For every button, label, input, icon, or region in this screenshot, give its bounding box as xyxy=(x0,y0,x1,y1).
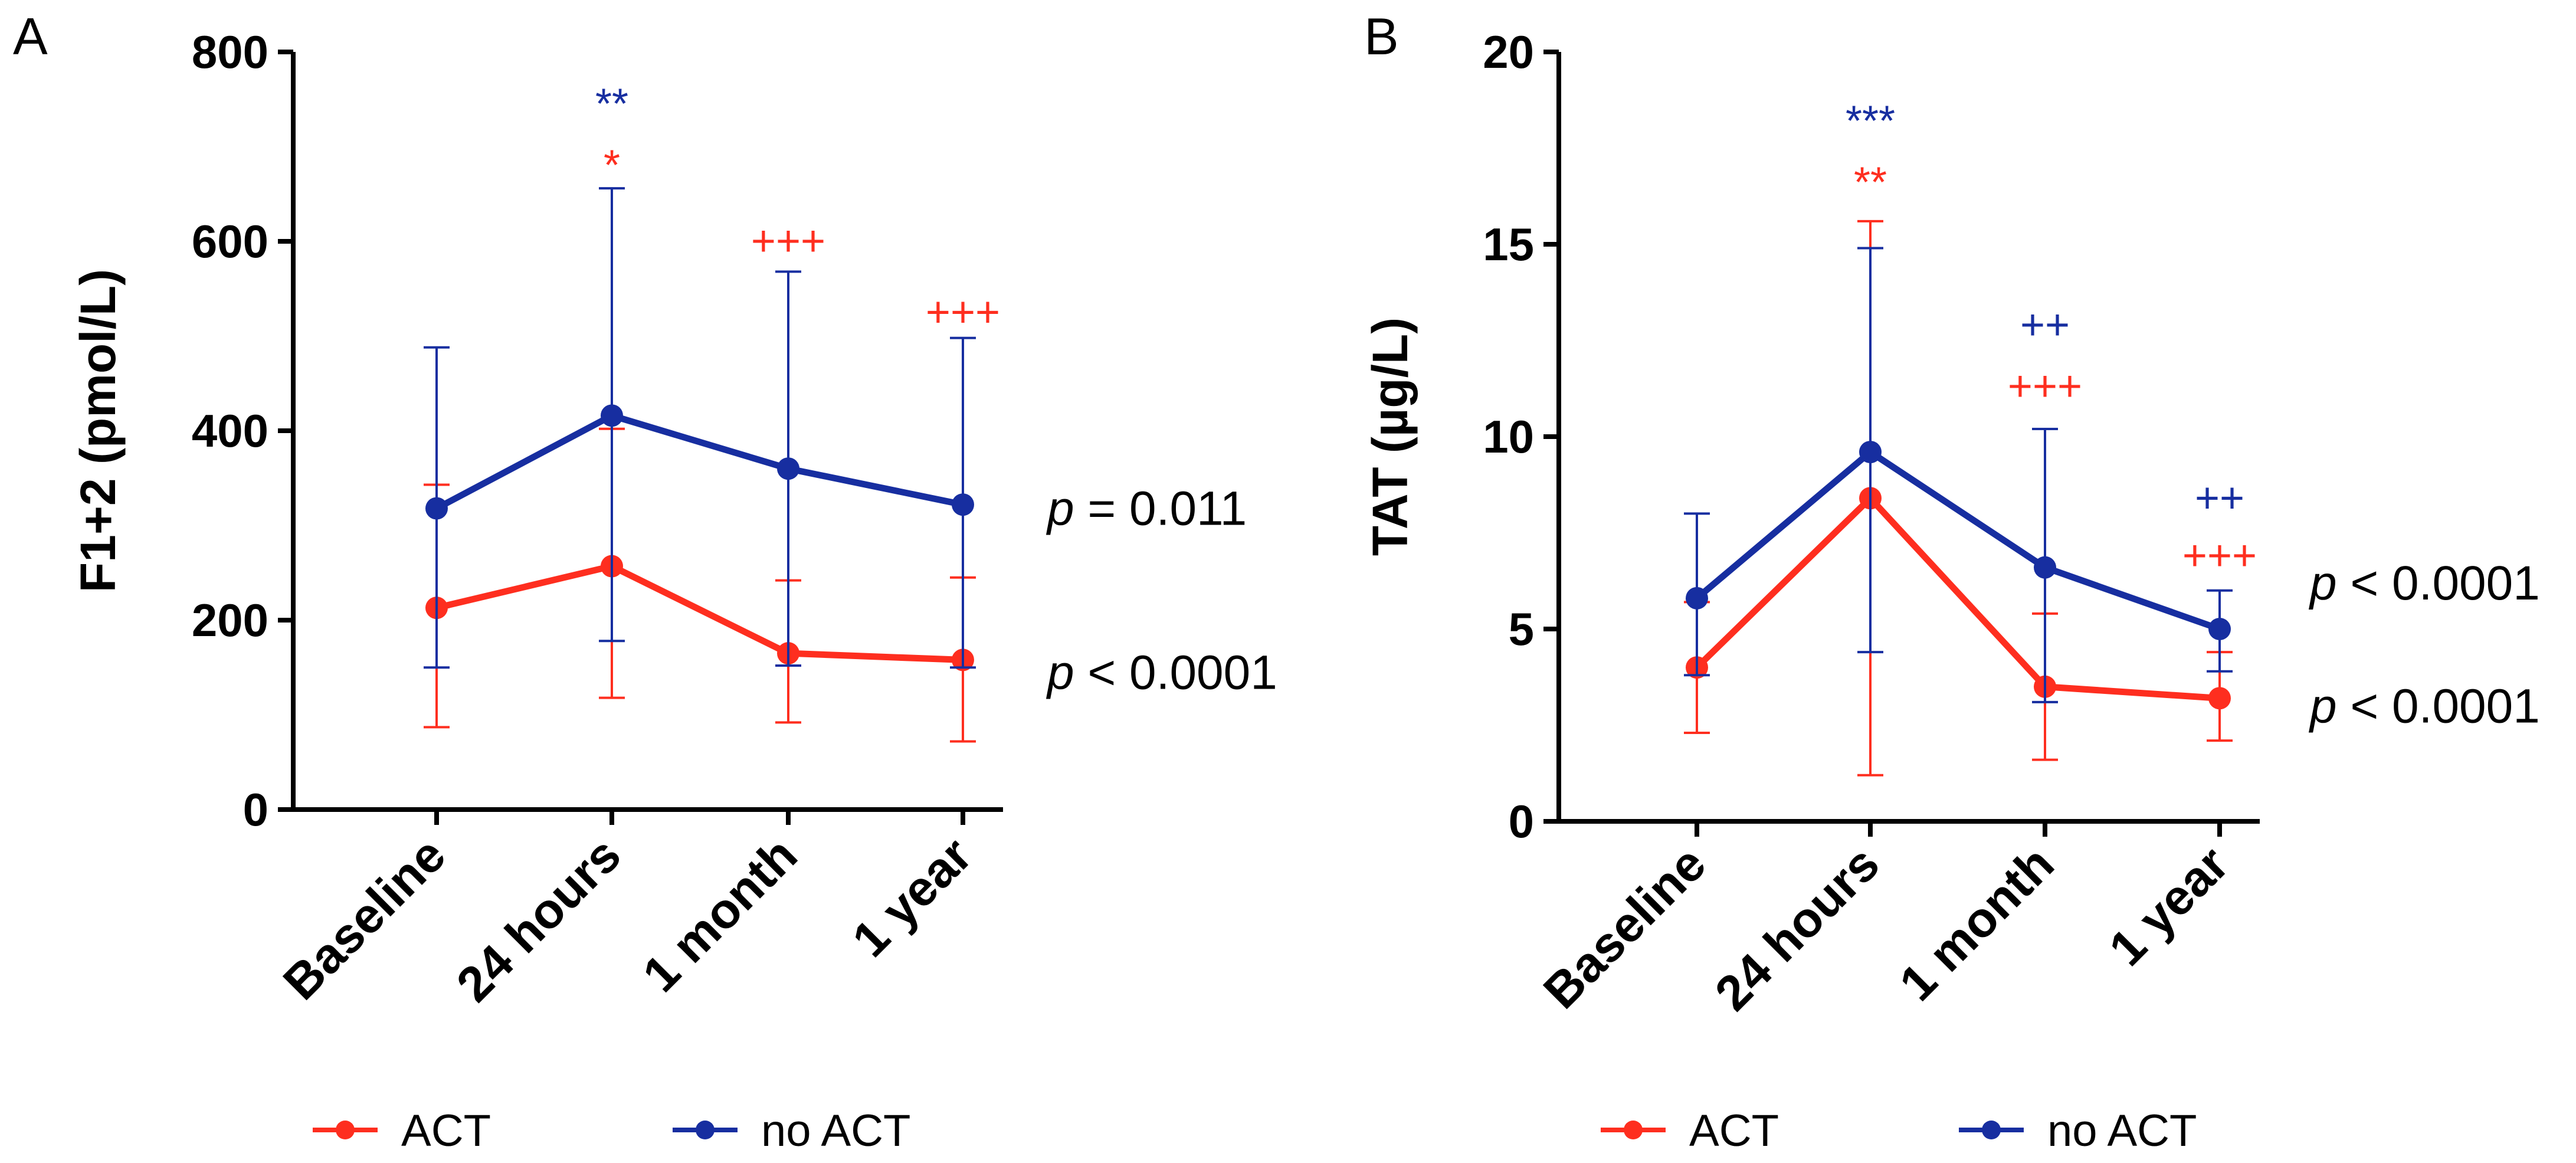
y-tick-label: 5 xyxy=(1509,603,1534,655)
y-tick-label: 20 xyxy=(1483,26,1534,78)
x-tick-label: 1 month xyxy=(1889,836,2064,1011)
data-point-no-act xyxy=(777,457,799,480)
y-tick-label: 0 xyxy=(1509,795,1534,847)
legend-marker-no-act xyxy=(696,1121,715,1139)
p-value-label: p < 0.0001 xyxy=(2308,679,2540,733)
p-value-symbol: p xyxy=(2308,679,2337,733)
y-tick-label: 0 xyxy=(243,784,268,836)
significance-annotation: ** xyxy=(595,80,628,127)
series-line-no-act xyxy=(1695,448,2221,633)
x-tick-label: 24 hours xyxy=(1705,836,1890,1021)
legend-marker-no-act xyxy=(1982,1121,2001,1139)
x-tick-label: Baseline xyxy=(1533,836,1716,1019)
data-point-no-act xyxy=(2034,556,2056,579)
significance-annotation: +++ xyxy=(2182,532,2257,579)
p-value-label: p = 0.011 xyxy=(1046,482,1247,536)
significance-annotation: +++ xyxy=(926,289,1000,336)
series-line-no-act xyxy=(435,412,964,512)
p-value-symbol: p xyxy=(1046,646,1074,699)
p-value-label: p < 0.0001 xyxy=(1046,646,1277,699)
series-line-act xyxy=(1695,494,2220,702)
x-tick-label: 1 year xyxy=(841,827,982,967)
data-point-act xyxy=(2208,687,2231,710)
legend-label-act: ACT xyxy=(1689,1106,1779,1156)
p-value-number: < 0.0001 xyxy=(2337,556,2540,610)
p-value-symbol: p xyxy=(1046,482,1074,536)
y-axis-label: F1+2 (pmol/L) xyxy=(70,269,126,592)
p-value-label: p < 0.0001 xyxy=(2308,556,2540,610)
x-tick-label: 24 hours xyxy=(446,827,631,1012)
data-point-no-act xyxy=(1686,587,1708,610)
data-point-no-act xyxy=(952,493,974,516)
data-point-no-act xyxy=(601,404,623,427)
panel-letter-a: A xyxy=(13,7,48,65)
y-axis-label: TAT (µg/L) xyxy=(1362,317,1418,556)
legend-label-no-act: no ACT xyxy=(2047,1106,2197,1156)
significance-annotation: ++ xyxy=(2020,302,2070,349)
x-tick-label: Baseline xyxy=(273,827,456,1010)
y-tick-label: 600 xyxy=(192,215,268,267)
data-point-no-act xyxy=(2208,618,2231,640)
y-tick-label: 15 xyxy=(1483,218,1534,270)
significance-annotation: ++ xyxy=(2195,474,2244,522)
legend-label-act: ACT xyxy=(401,1106,491,1156)
p-value-number: < 0.0001 xyxy=(1074,646,1277,699)
p-value-number: < 0.0001 xyxy=(2337,679,2540,733)
significance-annotation: ** xyxy=(1854,159,1887,207)
legend-label-no-act: no ACT xyxy=(761,1106,910,1156)
series-line-act xyxy=(435,563,963,663)
panel-letter-b: B xyxy=(1364,7,1399,65)
y-tick-label: 800 xyxy=(192,26,268,78)
significance-annotation: * xyxy=(604,142,620,189)
p-value-symbol: p xyxy=(2308,556,2337,610)
p-value-number: = 0.011 xyxy=(1074,482,1247,536)
data-point-no-act xyxy=(1859,441,1882,464)
y-tick-label: 10 xyxy=(1483,411,1534,463)
significance-annotation: +++ xyxy=(2008,363,2082,410)
y-tick-label: 400 xyxy=(192,405,268,457)
significance-annotation: *** xyxy=(1846,97,1895,145)
x-tick-label: 1 year xyxy=(2098,836,2239,976)
data-point-no-act xyxy=(425,497,448,520)
legend-marker-act xyxy=(1624,1121,1643,1139)
x-tick-label: 1 month xyxy=(632,827,807,1002)
y-tick-label: 200 xyxy=(192,594,268,646)
legend-marker-act xyxy=(336,1121,355,1139)
significance-annotation: +++ xyxy=(751,218,825,265)
